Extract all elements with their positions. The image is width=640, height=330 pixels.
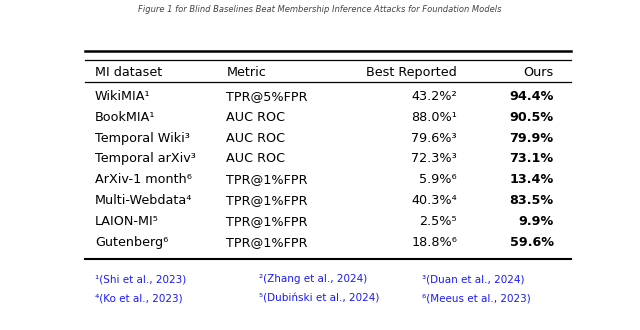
Text: TPR@1%FPR: TPR@1%FPR [227, 215, 308, 228]
Text: ¹(Shi et al., 2023): ¹(Shi et al., 2023) [95, 274, 186, 284]
Text: ⁶(Meeus et al., 2023): ⁶(Meeus et al., 2023) [422, 293, 531, 303]
Text: 72.3%³: 72.3%³ [412, 152, 457, 165]
Text: Figure 1 for Blind Baselines Beat Membership Inference Attacks for Foundation Mo: Figure 1 for Blind Baselines Beat Member… [138, 5, 502, 14]
Text: Ours: Ours [524, 66, 554, 79]
Text: 9.9%: 9.9% [518, 215, 554, 228]
Text: Best Reported: Best Reported [366, 66, 457, 79]
Text: Metric: Metric [227, 66, 266, 79]
Text: 2.5%⁵: 2.5%⁵ [419, 215, 457, 228]
Text: ⁴(Ko et al., 2023): ⁴(Ko et al., 2023) [95, 293, 182, 303]
Text: AUC ROC: AUC ROC [227, 132, 285, 145]
Text: 79.6%³: 79.6%³ [412, 132, 457, 145]
Text: 73.1%: 73.1% [509, 152, 554, 165]
Text: 79.9%: 79.9% [509, 132, 554, 145]
Text: 18.8%⁶: 18.8%⁶ [411, 236, 457, 249]
Text: AUC ROC: AUC ROC [227, 111, 285, 124]
Text: Multi-Webdata⁴: Multi-Webdata⁴ [95, 194, 192, 207]
Text: ⁵(Dubiński et al., 2024): ⁵(Dubiński et al., 2024) [259, 293, 379, 303]
Text: WikiMIA¹: WikiMIA¹ [95, 90, 150, 103]
Text: BookMIA¹: BookMIA¹ [95, 111, 156, 124]
Text: ²(Zhang et al., 2024): ²(Zhang et al., 2024) [259, 274, 367, 284]
Text: AUC ROC: AUC ROC [227, 152, 285, 165]
Text: ³(Duan et al., 2024): ³(Duan et al., 2024) [422, 274, 525, 284]
Text: 40.3%⁴: 40.3%⁴ [412, 194, 457, 207]
Text: 59.6%: 59.6% [509, 236, 554, 249]
Text: Temporal arXiv³: Temporal arXiv³ [95, 152, 196, 165]
Text: ArXiv-1 month⁶: ArXiv-1 month⁶ [95, 173, 192, 186]
Text: 83.5%: 83.5% [509, 194, 554, 207]
Text: 13.4%: 13.4% [509, 173, 554, 186]
Text: Gutenberg⁶: Gutenberg⁶ [95, 236, 168, 249]
Text: TPR@1%FPR: TPR@1%FPR [227, 173, 308, 186]
Text: 90.5%: 90.5% [509, 111, 554, 124]
Text: Temporal Wiki³: Temporal Wiki³ [95, 132, 189, 145]
Text: 94.4%: 94.4% [509, 90, 554, 103]
Text: 88.0%¹: 88.0%¹ [411, 111, 457, 124]
Text: LAION-MI⁵: LAION-MI⁵ [95, 215, 159, 228]
Text: TPR@1%FPR: TPR@1%FPR [227, 236, 308, 249]
Text: MI dataset: MI dataset [95, 66, 162, 79]
Text: 43.2%²: 43.2%² [412, 90, 457, 103]
Text: TPR@1%FPR: TPR@1%FPR [227, 194, 308, 207]
Text: 5.9%⁶: 5.9%⁶ [419, 173, 457, 186]
Text: TPR@5%FPR: TPR@5%FPR [227, 90, 308, 103]
